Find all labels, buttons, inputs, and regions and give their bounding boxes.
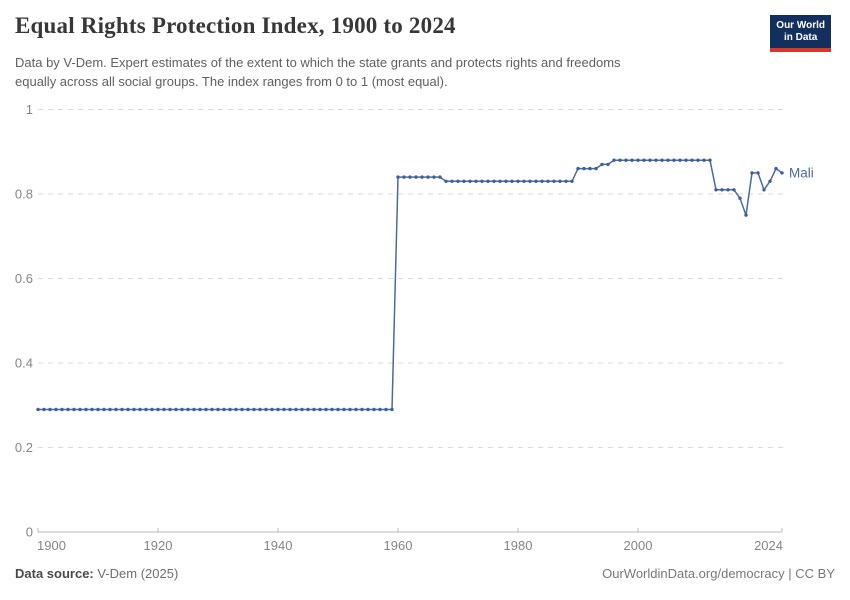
svg-text:1980: 1980 [504, 538, 533, 553]
chart-footer: Data source: V-Dem (2025) OurWorldinData… [15, 566, 835, 581]
svg-text:1900: 1900 [37, 538, 66, 553]
owid-logo[interactable]: Our World in Data [770, 15, 831, 52]
owid-logo-line-1: Our World [776, 20, 825, 31]
svg-text:0: 0 [26, 525, 33, 540]
svg-text:1940: 1940 [264, 538, 293, 553]
svg-text:0.2: 0.2 [15, 440, 33, 455]
svg-text:0.8: 0.8 [15, 187, 33, 202]
owid-logo-line-2: in Data [783, 32, 818, 43]
svg-text:2024: 2024 [754, 538, 783, 553]
y-axis-labels: 0 0.2 0.4 0.6 0.8 1 [15, 102, 33, 540]
series-line-mali[interactable] [38, 159, 783, 411]
svg-text:1920: 1920 [144, 538, 173, 553]
svg-text:1: 1 [26, 102, 33, 117]
x-axis: 1900 1920 1940 1960 1980 2000 2024 [37, 528, 783, 553]
series-label-mali[interactable]: Mali [789, 165, 814, 180]
svg-text:0.6: 0.6 [15, 271, 33, 286]
series-points-mali[interactable] [36, 158, 784, 412]
x-axis-labels: 1900 1920 1940 1960 1980 2000 2024 [37, 538, 783, 553]
svg-text:1960: 1960 [384, 538, 413, 553]
svg-text:2000: 2000 [624, 538, 653, 553]
data-source: Data source: V-Dem (2025) [15, 566, 178, 581]
chart-subtitle-line-1: Data by V-Dem. Expert estimates of the e… [15, 55, 621, 70]
chart-subtitle-line-2: equally across all social groups. The in… [15, 74, 448, 89]
y-gridlines [38, 109, 788, 448]
chart-subtitle: Data by V-Dem. Expert estimates of the e… [15, 53, 745, 91]
footer-attribution[interactable]: OurWorldinData.org/democracy | CC BY [602, 566, 835, 581]
page-title: Equal Rights Protection Index, 1900 to 2… [15, 13, 456, 38]
data-source-value: V-Dem (2025) [97, 566, 179, 581]
svg-text:0.4: 0.4 [15, 356, 33, 371]
data-source-label: Data source: [15, 566, 94, 581]
